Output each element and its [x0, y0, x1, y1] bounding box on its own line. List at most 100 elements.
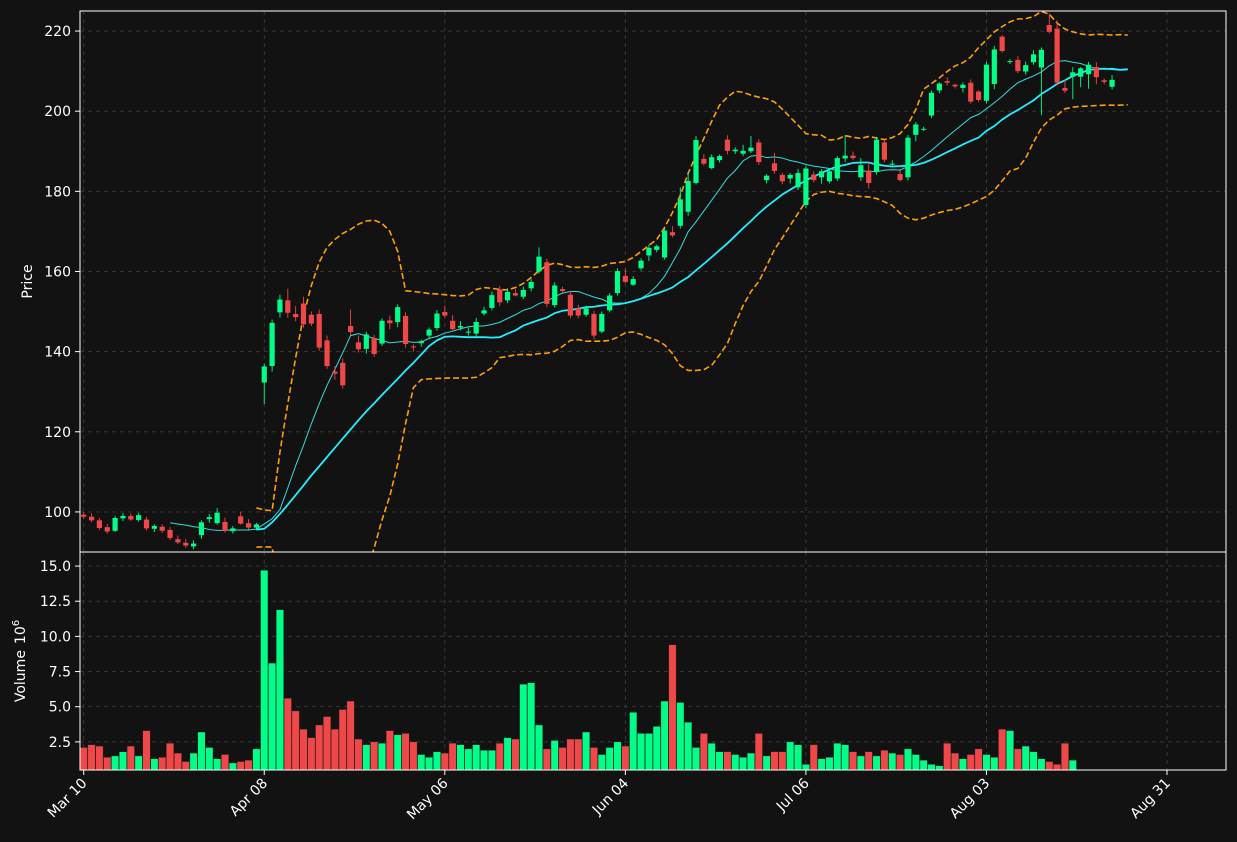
- candle-body: [928, 92, 935, 116]
- candle-body: [1030, 54, 1037, 63]
- candle-body: [552, 285, 558, 306]
- candle-body: [740, 150, 746, 154]
- candle-body: [779, 174, 785, 182]
- candle-body: [505, 291, 511, 301]
- volume-bar: [935, 765, 944, 771]
- candle-body: [1101, 80, 1107, 82]
- volume-bar: [385, 730, 394, 771]
- candle-body: [206, 517, 212, 520]
- volume-y-tick-label: 5.0: [49, 700, 71, 716]
- volume-bar: [566, 738, 575, 771]
- volume-bar: [315, 724, 324, 771]
- candle-body: [96, 520, 102, 528]
- volume-bar: [527, 682, 536, 771]
- volume-bar: [904, 748, 912, 771]
- candle-body: [1046, 25, 1052, 32]
- candle-body: [1062, 87, 1068, 91]
- volume-bar: [613, 741, 622, 771]
- candle-body: [395, 307, 401, 322]
- volume-bar: [236, 761, 245, 771]
- volume-bar: [542, 748, 551, 771]
- volume-bar: [425, 757, 433, 771]
- price-y-tick-label: 140: [44, 345, 71, 361]
- volume-bar: [126, 745, 135, 771]
- volume-bar: [417, 754, 426, 771]
- volume-bar: [699, 733, 708, 771]
- candle-body: [1093, 67, 1099, 78]
- candle-body: [638, 260, 644, 269]
- candle-body: [402, 315, 409, 345]
- bollinger-upper-line: [256, 11, 1128, 512]
- volume-y-tick-label: 7.5: [49, 665, 71, 681]
- volume-bar: [197, 731, 206, 771]
- candle-body: [544, 262, 550, 304]
- volume-bar: [919, 759, 928, 771]
- volume-bar: [472, 744, 481, 771]
- candle-body: [465, 331, 471, 333]
- candle-body: [379, 320, 385, 344]
- volume-bar: [802, 764, 810, 771]
- volume-bar: [1013, 748, 1022, 771]
- volume-bar: [503, 737, 512, 771]
- volume-bar: [299, 729, 308, 771]
- candle-body: [976, 91, 982, 100]
- volume-bar: [166, 743, 174, 771]
- price-grid: [80, 11, 1226, 552]
- candle-body: [191, 543, 197, 547]
- volume-y-tick-label: 2.5: [49, 735, 71, 751]
- volume-grid: [80, 552, 1226, 770]
- volume-bar: [440, 752, 449, 771]
- price-y-tick-label: 220: [44, 24, 71, 40]
- candle-body: [842, 155, 848, 159]
- candle-body: [489, 295, 495, 308]
- candle-body: [332, 371, 338, 374]
- candle-body: [1070, 72, 1076, 77]
- candle-body: [866, 170, 872, 183]
- volume-bar: [911, 754, 920, 771]
- candle-body: [913, 124, 919, 135]
- candle-body: [512, 293, 519, 296]
- volume-bar: [943, 743, 952, 771]
- candle-body: [293, 313, 299, 318]
- ma-slow-line: [256, 67, 1128, 531]
- volume-bar: [181, 761, 190, 771]
- candle-body: [183, 542, 189, 546]
- volume-y-tick-label: 10.0: [40, 629, 71, 645]
- volume-bar: [794, 744, 802, 771]
- candles: [81, 13, 1115, 550]
- volume-panel-frame: [79, 551, 1227, 771]
- candle-body: [968, 82, 974, 102]
- volume-bar: [739, 757, 748, 771]
- volume-bar: [597, 754, 606, 771]
- candle-body: [497, 289, 503, 303]
- volume-bar: [966, 754, 975, 771]
- price-panel: 100 120 140 160 180 200 220 Price: [20, 10, 1227, 553]
- volume-bar: [362, 744, 371, 771]
- candle-body: [1078, 68, 1084, 77]
- volume-bar: [221, 754, 229, 771]
- volume-label-power: 6: [11, 620, 22, 626]
- candle-body: [151, 525, 157, 529]
- candle-body: [324, 340, 330, 367]
- volume-bar: [833, 743, 842, 771]
- volume-bar: [535, 724, 543, 771]
- volume-bar: [629, 712, 638, 771]
- volume-bar: [715, 751, 724, 771]
- volume-bar: [346, 700, 355, 771]
- volume-bar: [1045, 761, 1054, 771]
- candle-body: [795, 172, 801, 188]
- volume-bar: [480, 750, 488, 771]
- candle-body: [136, 515, 142, 520]
- candle-body: [348, 325, 354, 332]
- candle-body: [371, 338, 377, 355]
- price-y-tick-label: 180: [44, 184, 71, 200]
- candle-body: [873, 139, 880, 173]
- volume-bar: [864, 751, 873, 771]
- candle-body: [128, 515, 134, 520]
- candle-body: [999, 36, 1005, 52]
- candle-body: [253, 524, 259, 528]
- candle-body: [230, 528, 236, 532]
- candle-body: [308, 314, 314, 324]
- candle-body: [662, 230, 668, 258]
- candle-body: [654, 246, 660, 250]
